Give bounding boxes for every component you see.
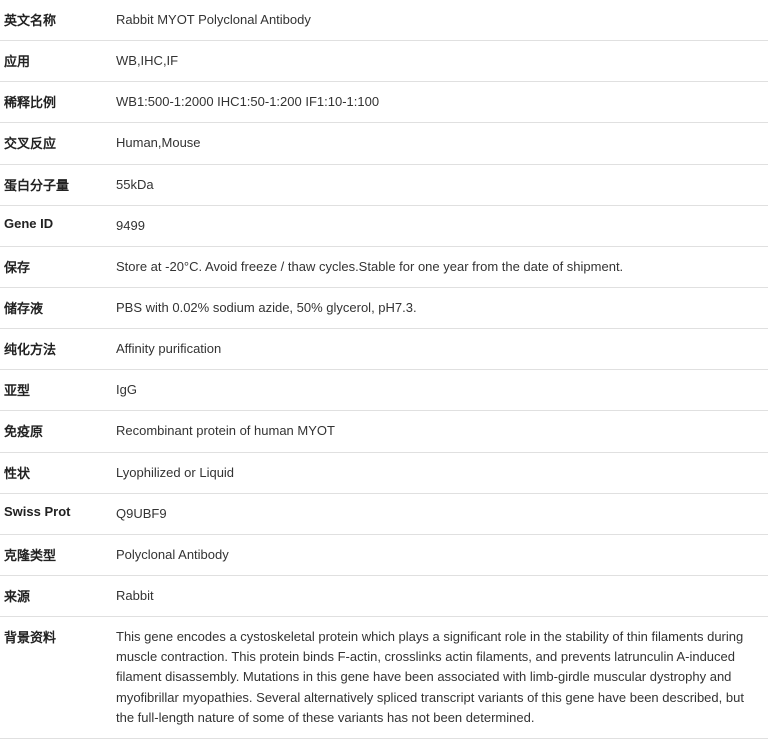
spec-value: Q9UBF9: [116, 504, 760, 524]
spec-row: Swiss ProtQ9UBF9: [0, 494, 768, 535]
spec-table: 英文名称Rabbit MYOT Polyclonal Antibody应用WB,…: [0, 0, 768, 739]
spec-label: 性状: [4, 463, 116, 482]
spec-label: 应用: [4, 51, 116, 70]
spec-row: 背景资料This gene encodes a cystoskeletal pr…: [0, 617, 768, 739]
spec-label: 保存: [4, 257, 116, 276]
spec-label: 英文名称: [4, 10, 116, 29]
spec-label: 亚型: [4, 380, 116, 399]
spec-label: 背景资料: [4, 627, 116, 646]
spec-label: Swiss Prot: [4, 504, 116, 519]
spec-value: WB1:500-1:2000 IHC1:50-1:200 IF1:10-1:10…: [116, 92, 760, 112]
spec-label: 储存液: [4, 298, 116, 317]
spec-row: 保存Store at -20°C. Avoid freeze / thaw cy…: [0, 247, 768, 288]
spec-row: Gene ID9499: [0, 206, 768, 247]
spec-value: IgG: [116, 380, 760, 400]
spec-label: 蛋白分子量: [4, 175, 116, 194]
spec-value: Rabbit: [116, 586, 760, 606]
spec-value: Polyclonal Antibody: [116, 545, 760, 565]
spec-label: 纯化方法: [4, 339, 116, 358]
spec-row: 稀释比例WB1:500-1:2000 IHC1:50-1:200 IF1:10-…: [0, 82, 768, 123]
spec-label: 免疫原: [4, 421, 116, 440]
spec-row: 克隆类型Polyclonal Antibody: [0, 535, 768, 576]
spec-label: 克隆类型: [4, 545, 116, 564]
spec-row: 亚型IgG: [0, 370, 768, 411]
spec-value: WB,IHC,IF: [116, 51, 760, 71]
spec-row: 交叉反应Human,Mouse: [0, 123, 768, 164]
spec-row: 应用WB,IHC,IF: [0, 41, 768, 82]
spec-row: 蛋白分子量55kDa: [0, 165, 768, 206]
spec-value: This gene encodes a cystoskeletal protei…: [116, 627, 760, 728]
spec-row: 性状Lyophilized or Liquid: [0, 453, 768, 494]
spec-value: Human,Mouse: [116, 133, 760, 153]
spec-row: 纯化方法Affinity purification: [0, 329, 768, 370]
spec-label: 稀释比例: [4, 92, 116, 111]
spec-value: Recombinant protein of human MYOT: [116, 421, 760, 441]
spec-value: 55kDa: [116, 175, 760, 195]
spec-value: Store at -20°C. Avoid freeze / thaw cycl…: [116, 257, 760, 277]
spec-value: Rabbit MYOT Polyclonal Antibody: [116, 10, 760, 30]
spec-value: Lyophilized or Liquid: [116, 463, 760, 483]
spec-row: 储存液PBS with 0.02% sodium azide, 50% glyc…: [0, 288, 768, 329]
spec-row: 英文名称Rabbit MYOT Polyclonal Antibody: [0, 0, 768, 41]
spec-row: 来源Rabbit: [0, 576, 768, 617]
spec-value: 9499: [116, 216, 760, 236]
spec-label: Gene ID: [4, 216, 116, 231]
spec-label: 交叉反应: [4, 133, 116, 152]
spec-value: PBS with 0.02% sodium azide, 50% glycero…: [116, 298, 760, 318]
spec-value: Affinity purification: [116, 339, 760, 359]
spec-label: 来源: [4, 586, 116, 605]
spec-row: 免疫原Recombinant protein of human MYOT: [0, 411, 768, 452]
